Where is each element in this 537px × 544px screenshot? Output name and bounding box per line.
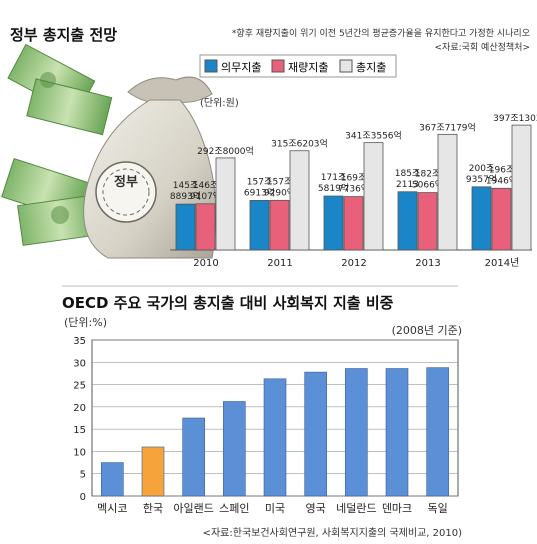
legend-swatch-discretionary bbox=[271, 59, 285, 73]
seal-text: 정부 bbox=[114, 174, 138, 190]
chart1-data-label: 397조1303억 bbox=[493, 112, 537, 124]
chart1-bar bbox=[511, 124, 532, 251]
chart2-title: OECD 주요 국가의 총지출 대비 사회복지 지출 비중 bbox=[62, 294, 394, 312]
chart1-data-label: 292조8000억 bbox=[197, 145, 254, 157]
chart2-bar bbox=[101, 462, 124, 497]
chart2-y-tick: 20 bbox=[73, 403, 86, 414]
chart2-y-tick: 10 bbox=[73, 447, 86, 458]
chart1-bar bbox=[363, 142, 384, 251]
chart2-category-label: 멕시코 bbox=[97, 502, 127, 515]
legend-swatch-total bbox=[339, 59, 353, 73]
chart1-data-label: 5066억 bbox=[412, 179, 443, 191]
chart2-y-tick: 15 bbox=[73, 425, 86, 436]
legend-label-total: 총지출 bbox=[356, 61, 386, 74]
chart2-category-label: 아일랜드 bbox=[173, 501, 213, 515]
chart1-data-label: 1946억 bbox=[486, 174, 517, 186]
chart2-category-label: 스페인 bbox=[219, 502, 249, 515]
legend-swatch-mandatory bbox=[204, 59, 218, 73]
chart1-category-label: 2010 bbox=[193, 258, 218, 269]
chart1-data-label: 200조 bbox=[469, 164, 494, 174]
chart1-bar bbox=[269, 199, 290, 251]
chart1-data-label: 157조 bbox=[267, 177, 292, 187]
chart1-data-label: 157조 bbox=[247, 177, 272, 187]
chart1-category-label: 2014년 bbox=[485, 257, 520, 269]
chart1-legend: 의무지출 재량지출 총지출 bbox=[199, 54, 397, 78]
chart2-y-tick: 0 bbox=[80, 492, 86, 503]
chart2-y-tick: 35 bbox=[73, 336, 86, 347]
chart2-bar bbox=[141, 446, 165, 497]
chart1-bar bbox=[289, 150, 310, 251]
chart2-category-label: 덴마크 bbox=[382, 502, 412, 515]
chart2-bar bbox=[385, 368, 409, 497]
chart2-y-tick: 5 bbox=[80, 470, 86, 481]
chart2-bar bbox=[345, 368, 368, 497]
chart1-data-label: 315조6203억 bbox=[271, 138, 328, 150]
chart1-data-label: 7736억 bbox=[338, 183, 369, 195]
chart1-bar bbox=[491, 187, 512, 251]
chart1-category-label: 2013 bbox=[415, 258, 440, 269]
chart2-category-label: 네덜란드 bbox=[336, 502, 376, 515]
chart1-bar bbox=[397, 191, 418, 251]
chart1-bar bbox=[417, 192, 438, 251]
legend-label-mandatory: 의무지출 bbox=[221, 61, 261, 74]
chart1-data-label: 5819억 bbox=[318, 182, 349, 194]
chart1-bar bbox=[323, 195, 344, 251]
chart2-bar bbox=[426, 367, 449, 497]
chart2-bar bbox=[263, 378, 287, 497]
chart1-data-label: 196조 bbox=[489, 165, 514, 175]
chart1-note: *향후 재량지출이 위기 이전 5년간의 평균증가율을 유지한다고 가정한 시나… bbox=[232, 27, 530, 39]
banknote-icon bbox=[1, 43, 113, 246]
chart2-category-label: 미국 bbox=[265, 502, 285, 515]
chart1-bar bbox=[471, 186, 492, 251]
chart1-bar bbox=[343, 196, 364, 251]
chart2-bar bbox=[223, 401, 246, 497]
chart1-data-label: 367조7179억 bbox=[419, 121, 476, 133]
chart2-unit-label: (단위:%) bbox=[64, 316, 107, 329]
chart1-data-label: 341조3556억 bbox=[345, 130, 402, 142]
chart1-data-label: 2113 bbox=[396, 180, 419, 190]
chart1-source: <자료:국회 예산정책처> bbox=[435, 41, 531, 53]
legend-label-discretionary: 재량지출 bbox=[288, 61, 328, 74]
chart1-data-label: 6913억 bbox=[244, 186, 275, 198]
chart2-base-note: (2008년 기준) bbox=[392, 324, 462, 337]
chart2-category-label: 한국 bbox=[143, 502, 163, 515]
chart1-data-label: 145조 bbox=[173, 181, 198, 191]
chart1-data-label: 146조 bbox=[193, 181, 218, 191]
chart1-data-label: 9357억 bbox=[466, 173, 497, 185]
chart1-title: 정부 총지출 전망 bbox=[10, 26, 117, 44]
chart2-plot: 0 5 10 15 20 25 30 35 멕시코 한국 아일랜드 스페인 미국 영국 네덜란드 덴마크 독일 bbox=[73, 336, 459, 515]
chart1-data-label: 171조 bbox=[321, 173, 346, 183]
chart2-category-label: 독일 bbox=[428, 501, 448, 515]
chart1-data-label: 9290억 bbox=[264, 186, 295, 198]
chart2-y-tick: 30 bbox=[73, 358, 86, 369]
chart1-bar bbox=[249, 200, 270, 251]
chart1-data-label: 185조 bbox=[395, 169, 420, 179]
chart1-data-label: 169조 bbox=[341, 174, 366, 184]
chart1-bar bbox=[437, 133, 458, 251]
chart2-bar bbox=[304, 371, 327, 497]
chart1-bar bbox=[175, 203, 196, 251]
chart2-y-tick: 25 bbox=[73, 381, 86, 392]
chart2-source: <자료:한국보건사회연구원, 사회복지지출의 국제비교, 2010) bbox=[203, 527, 462, 539]
chart1-unit-label: (단위:원) bbox=[200, 96, 239, 109]
chart1-category-label: 2012 bbox=[341, 258, 366, 269]
chart1-bar bbox=[215, 157, 236, 251]
chart1-data-label: 182조 bbox=[415, 170, 440, 180]
chart1-bar bbox=[195, 203, 216, 251]
chart1-data-label: 9107억 bbox=[190, 190, 221, 202]
chart2-category-label: 영국 bbox=[306, 502, 326, 515]
chart1-data-label: 8893억 bbox=[170, 190, 201, 202]
chart1-category-label: 2011 bbox=[267, 258, 292, 269]
chart2-bar bbox=[182, 417, 205, 497]
